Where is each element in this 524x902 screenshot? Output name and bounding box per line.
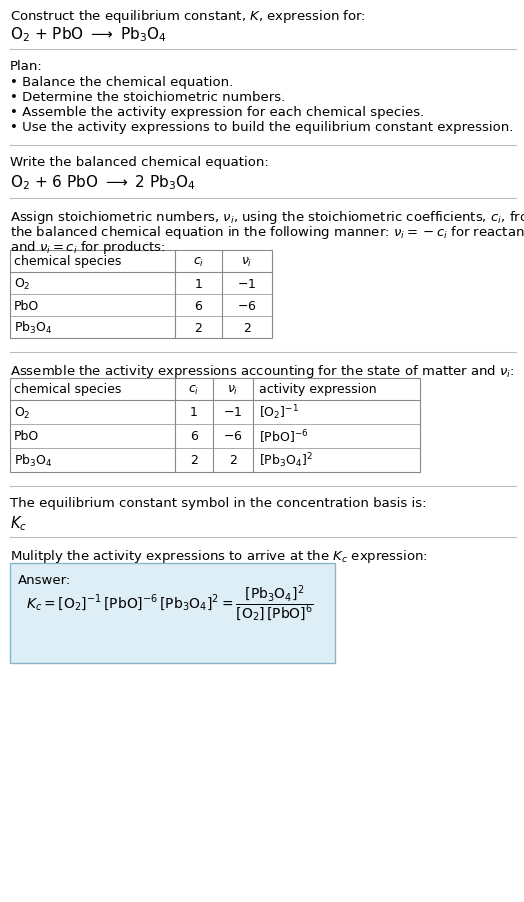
Text: $[\mathrm{Pb_3O_4}]^2$: $[\mathrm{Pb_3O_4}]^2$: [259, 451, 313, 470]
Text: Assemble the activity expressions accounting for the state of matter and $\nu_i$: Assemble the activity expressions accoun…: [10, 363, 515, 380]
Text: $\nu_i$: $\nu_i$: [242, 255, 253, 268]
Text: • Balance the chemical equation.: • Balance the chemical equation.: [10, 76, 233, 89]
Text: $\nu_i$: $\nu_i$: [227, 383, 239, 396]
Text: $-1$: $-1$: [223, 406, 243, 419]
Text: 6: 6: [194, 299, 202, 312]
Text: chemical species: chemical species: [14, 383, 122, 396]
Text: 1: 1: [190, 406, 198, 419]
Text: $K_c = [\mathrm{O_2}]^{-1}\,[\mathrm{PbO}]^{-6}\,[\mathrm{Pb_3O_4}]^2 = \dfrac{[: $K_c = [\mathrm{O_2}]^{-1}\,[\mathrm{PbO…: [26, 584, 314, 623]
Text: 2: 2: [194, 321, 202, 334]
Text: $\mathrm{Pb_3O_4}$: $\mathrm{Pb_3O_4}$: [14, 453, 52, 468]
Text: $\mathrm{O_2}$ + PbO $\longrightarrow$ $\mathrm{Pb_3O_4}$: $\mathrm{O_2}$ + PbO $\longrightarrow$ $…: [10, 25, 167, 43]
Text: Answer:: Answer:: [18, 574, 71, 586]
Text: $\mathrm{Pb_3O_4}$: $\mathrm{Pb_3O_4}$: [14, 319, 52, 336]
Text: • Use the activity expressions to build the equilibrium constant expression.: • Use the activity expressions to build …: [10, 121, 514, 133]
Text: $\mathrm{O_2}$: $\mathrm{O_2}$: [14, 405, 30, 420]
Text: $c_i$: $c_i$: [188, 383, 200, 396]
Text: Write the balanced chemical equation:: Write the balanced chemical equation:: [10, 156, 269, 169]
Bar: [10, 251, 272, 338]
Text: activity expression: activity expression: [259, 383, 377, 396]
Text: Mulitply the activity expressions to arrive at the $K_c$ expression:: Mulitply the activity expressions to arr…: [10, 548, 428, 565]
Text: $\mathrm{O_2}$: $\mathrm{O_2}$: [14, 276, 30, 291]
Text: $-6$: $-6$: [223, 430, 243, 443]
Text: 2: 2: [243, 321, 251, 334]
Text: and $\nu_i = c_i$ for products:: and $\nu_i = c_i$ for products:: [10, 239, 166, 255]
Text: 2: 2: [229, 454, 237, 467]
Text: $[\mathrm{PbO}]^{-6}$: $[\mathrm{PbO}]^{-6}$: [259, 428, 309, 446]
Text: 1: 1: [194, 277, 202, 290]
Text: PbO: PbO: [14, 430, 39, 443]
Text: Construct the equilibrium constant, $K$, expression for:: Construct the equilibrium constant, $K$,…: [10, 8, 366, 25]
Bar: [10, 379, 420, 473]
Text: $-1$: $-1$: [237, 277, 257, 290]
Text: PbO: PbO: [14, 299, 39, 312]
Text: 6: 6: [190, 430, 198, 443]
Text: 2: 2: [190, 454, 198, 467]
Text: • Assemble the activity expression for each chemical species.: • Assemble the activity expression for e…: [10, 106, 424, 119]
Text: $K_c$: $K_c$: [10, 513, 27, 532]
Text: Plan:: Plan:: [10, 60, 43, 73]
Text: $\mathrm{O_2}$ + 6 PbO $\longrightarrow$ 2 $\mathrm{Pb_3O_4}$: $\mathrm{O_2}$ + 6 PbO $\longrightarrow$…: [10, 173, 196, 191]
Text: the balanced chemical equation in the following manner: $\nu_i = -c_i$ for react: the balanced chemical equation in the fo…: [10, 224, 524, 241]
Text: The equilibrium constant symbol in the concentration basis is:: The equilibrium constant symbol in the c…: [10, 496, 427, 510]
FancyBboxPatch shape: [10, 564, 335, 663]
Text: $[\mathrm{O_2}]^{-1}$: $[\mathrm{O_2}]^{-1}$: [259, 403, 299, 422]
Text: $c_i$: $c_i$: [193, 255, 204, 268]
Text: chemical species: chemical species: [14, 255, 122, 268]
Text: Assign stoichiometric numbers, $\nu_i$, using the stoichiometric coefficients, $: Assign stoichiometric numbers, $\nu_i$, …: [10, 208, 524, 226]
Text: $-6$: $-6$: [237, 299, 257, 312]
Text: • Determine the stoichiometric numbers.: • Determine the stoichiometric numbers.: [10, 91, 285, 104]
